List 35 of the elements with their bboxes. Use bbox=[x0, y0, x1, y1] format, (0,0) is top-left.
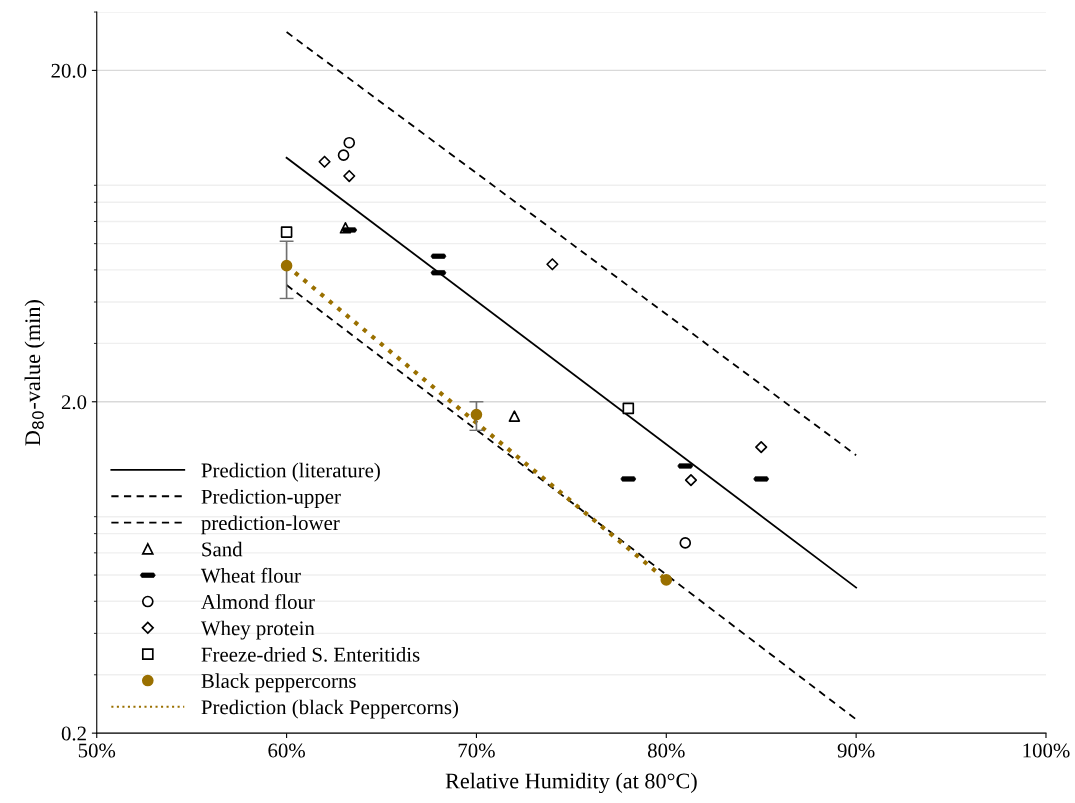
legend-label: Black peppercorns bbox=[201, 673, 356, 693]
x-tick-label: 100% bbox=[1023, 743, 1070, 758]
x-tick-label: 70% bbox=[458, 743, 495, 758]
point bbox=[343, 136, 356, 149]
point bbox=[337, 149, 350, 161]
point bbox=[318, 155, 331, 168]
point bbox=[622, 402, 635, 415]
point bbox=[755, 440, 768, 454]
legend-label: Sand bbox=[202, 541, 243, 557]
point bbox=[343, 169, 356, 183]
x-axis-title: Relative Humidity (at 80°C) bbox=[445, 772, 697, 794]
point bbox=[280, 259, 293, 272]
legend-label: Almond flour bbox=[201, 594, 315, 610]
x-tick-label: 60% bbox=[268, 743, 305, 758]
legend-label: Prediction (literature) bbox=[201, 462, 380, 482]
point bbox=[280, 226, 293, 238]
legend-label: Wheat flour bbox=[200, 567, 301, 583]
y-tick-label: 0.2 bbox=[61, 726, 86, 741]
x-tick-label: 80% bbox=[647, 743, 685, 758]
point bbox=[679, 537, 692, 549]
legend-label: Prediction-upper bbox=[201, 489, 341, 508]
legend-label: Prediction (black Peppercorns) bbox=[201, 699, 459, 719]
point bbox=[546, 258, 559, 271]
legend-label: Freeze-dried S. Enteritidis bbox=[201, 647, 420, 662]
x-tick-label: 50% bbox=[78, 743, 116, 758]
x-tick-label: 90% bbox=[837, 743, 875, 758]
y-tick-label: 2.0 bbox=[61, 395, 87, 410]
point bbox=[660, 574, 673, 586]
y-tick-label: 20.0 bbox=[51, 63, 87, 78]
legend-label: Whey protein bbox=[200, 620, 315, 640]
point bbox=[470, 408, 483, 421]
y-axis-title: D$_{80}$-value (min) bbox=[24, 300, 45, 446]
point bbox=[508, 410, 521, 422]
point bbox=[684, 474, 698, 487]
legend-label: prediction-lower bbox=[201, 515, 340, 535]
